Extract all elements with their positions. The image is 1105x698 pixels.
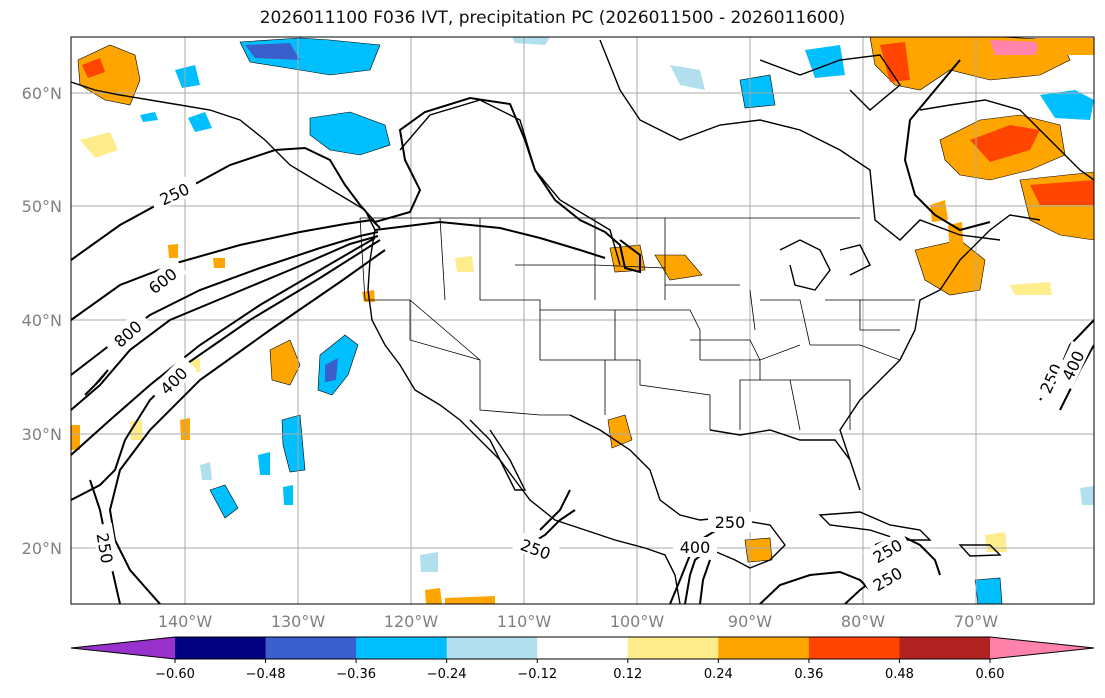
positive-anomaly-core: [82, 58, 105, 78]
lon-label: 80°W: [841, 612, 885, 631]
colorbar-bin: [356, 637, 448, 659]
colorbar-bin: [175, 637, 267, 659]
negative-anomaly-region: [739, 74, 776, 109]
map-frame: [70, 36, 1095, 605]
graticule: [71, 37, 1094, 604]
colorbar: −0.60 −0.48 −0.36 −0.24 −0.12 0.12 0.24 0.36 0.4…: [70, 636, 1095, 682]
lat-label: 30°N: [22, 425, 62, 444]
lon-label: 110°W: [497, 612, 552, 631]
colorbar-bin: [265, 637, 357, 659]
colorbar-extension-max: [990, 637, 1094, 659]
colorbar-tick-label: 0.36: [794, 667, 823, 682]
weak-positive-region: [985, 532, 1007, 552]
lat-label: 40°N: [22, 311, 62, 330]
negative-anomaly-region: [258, 452, 270, 475]
positive-anomaly-region: [269, 339, 301, 386]
positive-anomaly-region: [71, 425, 80, 450]
lat-label: 60°N: [22, 84, 62, 103]
negative-anomaly-region: [188, 112, 212, 132]
lon-label: 140°W: [158, 612, 213, 631]
positive-anomaly-core: [970, 125, 1040, 162]
colorbar-tick-label: 0.48: [885, 667, 914, 682]
positive-anomaly-region: [168, 244, 178, 258]
weak-positive-region: [80, 132, 118, 158]
negative-anomaly-region: [175, 65, 200, 88]
positive-anomaly-core: [880, 42, 910, 82]
positive-anomaly-region: [744, 537, 773, 563]
negative-anomaly-region: [1040, 90, 1094, 120]
colorbar-tick-label: 0.60: [976, 667, 1005, 682]
contour-label-400: 400: [680, 538, 711, 557]
weak-negative-region: [512, 37, 550, 45]
strong-positive-region: [990, 40, 1040, 55]
colorbar-tick-label: 0.12: [613, 667, 642, 682]
lon-label: 100°W: [610, 612, 665, 631]
negative-anomaly-region: [140, 112, 158, 122]
colorbar-bin: [627, 637, 719, 659]
colorbar-tick-label: −0.12: [517, 667, 557, 682]
positive-anomaly-region: [213, 258, 225, 268]
weak-negative-region: [200, 462, 212, 480]
colorbar-bin: [537, 637, 629, 659]
positive-anomaly-core: [1030, 180, 1094, 205]
lat-label: 50°N: [22, 197, 62, 216]
positive-anomaly-region: [1035, 38, 1094, 55]
negative-anomaly-region: [309, 111, 391, 156]
negative-anomaly-core: [325, 358, 338, 382]
negative-anomaly-region: [974, 577, 1003, 604]
negative-anomaly-region: [283, 485, 293, 505]
positive-anomaly-region: [425, 588, 442, 604]
lon-label: 130°W: [271, 612, 326, 631]
map-title: 2026011100 F036 IVT, precipitation PC (2…: [259, 8, 846, 28]
colorbar-bin: [808, 637, 900, 659]
colorbar-bin: [899, 637, 991, 659]
weak-positive-region: [1010, 282, 1052, 295]
positive-anomaly-region: [445, 596, 495, 604]
weak-negative-region: [1080, 486, 1094, 505]
lat-label: 20°N: [22, 539, 62, 558]
weak-negative-region: [420, 552, 438, 572]
lon-label: 120°W: [384, 612, 439, 631]
negative-anomaly-region: [209, 484, 239, 519]
weak-positive-region: [455, 256, 474, 272]
lon-label: 70°W: [954, 612, 998, 631]
colorbar-tick-label: −0.48: [246, 667, 286, 682]
colorbar-tick-label: −0.60: [155, 667, 195, 682]
colorbar-bin: [718, 637, 810, 659]
longitude-labels: 140°W 130°W 120°W 110°W 100°W 90°W 80°W …: [158, 612, 998, 631]
colorbar-bin: [446, 637, 538, 659]
colorbar-tick-label: −0.24: [427, 667, 467, 682]
latitude-labels: 60°N 50°N 40°N 30°N 20°N: [22, 84, 62, 558]
state-borders: [359, 217, 915, 431]
lon-label: 90°W: [728, 612, 772, 631]
colorbar-tick-label: −0.36: [336, 667, 376, 682]
precip-shading: [71, 37, 1094, 604]
weak-negative-region: [670, 65, 705, 90]
negative-anomaly-core: [245, 43, 300, 60]
colorbar-tick-label: 0.24: [704, 667, 733, 682]
contour-label-250: 250: [715, 513, 746, 532]
colorbar-extension-min: [71, 637, 175, 659]
